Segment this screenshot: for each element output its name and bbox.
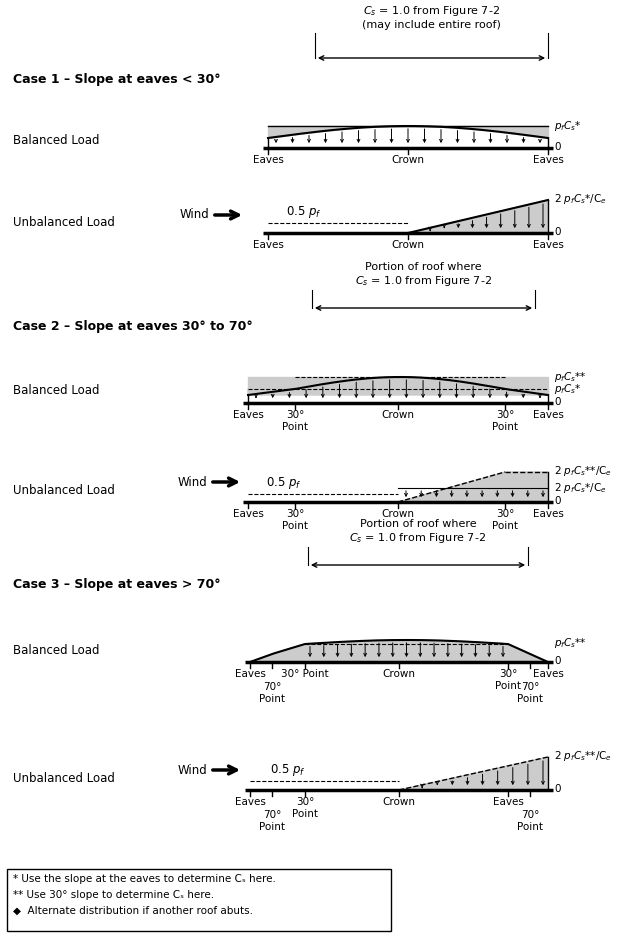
Text: Wind: Wind — [178, 475, 208, 488]
Text: Crown: Crown — [392, 155, 424, 165]
Text: * Use the slope at the eaves to determine Cₛ here.: * Use the slope at the eaves to determin… — [13, 874, 276, 884]
Text: 30°
Point: 30° Point — [282, 410, 308, 432]
Text: $p_f C_s$*: $p_f C_s$* — [554, 382, 582, 396]
Text: Eaves: Eaves — [532, 509, 563, 519]
Text: 30°
Point: 30° Point — [492, 509, 518, 531]
Text: 70°
Point: 70° Point — [259, 810, 285, 832]
Text: 2 $p_f C_s$*/C$_e$: 2 $p_f C_s$*/C$_e$ — [554, 481, 607, 495]
Text: Portion of roof where
$C_s$ = 1.0 from Figure 7-2
(may include entire roof): Portion of roof where $C_s$ = 1.0 from F… — [362, 0, 501, 30]
Text: Portion of roof where
$C_s$ = 1.0 from Figure 7-2: Portion of roof where $C_s$ = 1.0 from F… — [349, 519, 486, 545]
Text: Case 3 – Slope at eaves > 70°: Case 3 – Slope at eaves > 70° — [13, 578, 221, 591]
Text: 2 $p_f C_s$*/C$_e$: 2 $p_f C_s$*/C$_e$ — [554, 192, 607, 206]
Text: 0.5 $p_f$: 0.5 $p_f$ — [266, 475, 302, 491]
Text: ◆  Alternate distribution if another roof abuts.: ◆ Alternate distribution if another roof… — [13, 906, 253, 916]
Text: Eaves: Eaves — [232, 410, 264, 420]
Text: 30°
Point: 30° Point — [492, 410, 518, 432]
Text: Wind: Wind — [180, 208, 210, 222]
Text: 0: 0 — [554, 397, 561, 407]
Text: 0: 0 — [554, 142, 561, 152]
Text: 70°
Point: 70° Point — [259, 682, 285, 703]
Text: Eaves: Eaves — [532, 240, 563, 250]
Text: 0: 0 — [554, 656, 561, 666]
Polygon shape — [408, 200, 548, 233]
Text: Eaves: Eaves — [253, 155, 284, 165]
Text: Eaves: Eaves — [253, 240, 284, 250]
Text: Eaves: Eaves — [532, 155, 563, 165]
Text: Crown: Crown — [381, 410, 415, 420]
Text: 0: 0 — [554, 784, 561, 794]
Polygon shape — [250, 640, 548, 662]
Text: Eaves: Eaves — [235, 797, 266, 807]
Text: Wind: Wind — [178, 764, 208, 776]
Text: Eaves: Eaves — [232, 509, 264, 519]
Text: 2 $p_f C_s$**/C$_e$: 2 $p_f C_s$**/C$_e$ — [554, 749, 612, 763]
Text: 30°
Point: 30° Point — [292, 797, 318, 819]
Text: Eaves: Eaves — [532, 410, 563, 420]
Text: ** Use 30° slope to determine Cₛ here.: ** Use 30° slope to determine Cₛ here. — [13, 890, 214, 900]
Text: Unbalanced Load: Unbalanced Load — [13, 771, 115, 785]
Text: 2 $p_f C_s$**/C$_e$: 2 $p_f C_s$**/C$_e$ — [554, 464, 612, 478]
Text: Balanced Load: Balanced Load — [13, 643, 99, 656]
Text: $p_f C_s$**: $p_f C_s$** — [554, 636, 587, 650]
Text: 30°
Point: 30° Point — [495, 669, 521, 690]
Text: Eaves: Eaves — [532, 669, 563, 679]
Text: $p_f C_s$*: $p_f C_s$* — [554, 119, 582, 133]
Text: 70°
Point: 70° Point — [517, 810, 543, 832]
Text: Crown: Crown — [392, 240, 424, 250]
Text: Crown: Crown — [383, 797, 415, 807]
Text: Unbalanced Load: Unbalanced Load — [13, 484, 115, 497]
Text: Crown: Crown — [381, 509, 415, 519]
Text: 0.5 $p_f$: 0.5 $p_f$ — [286, 204, 322, 220]
Text: Eaves: Eaves — [493, 797, 524, 807]
Text: Eaves: Eaves — [235, 669, 266, 679]
Text: 0: 0 — [554, 496, 561, 506]
Text: Portion of roof where
$C_s$ = 1.0 from Figure 7-2: Portion of roof where $C_s$ = 1.0 from F… — [355, 262, 492, 288]
Text: 0.5 $p_f$: 0.5 $p_f$ — [270, 762, 306, 778]
Text: 70°
Point: 70° Point — [517, 682, 543, 703]
Text: Case 1 – Slope at eaves < 30°: Case 1 – Slope at eaves < 30° — [13, 73, 221, 86]
Text: Case 2 – Slope at eaves 30° to 70°: Case 2 – Slope at eaves 30° to 70° — [13, 320, 253, 333]
Polygon shape — [398, 472, 548, 502]
Polygon shape — [248, 377, 548, 395]
Text: 0: 0 — [554, 227, 561, 237]
Text: Balanced Load: Balanced Load — [13, 134, 99, 146]
Text: Balanced Load: Balanced Load — [13, 385, 99, 398]
Text: Crown: Crown — [383, 669, 415, 679]
FancyBboxPatch shape — [7, 869, 391, 931]
Text: 30°
Point: 30° Point — [282, 509, 308, 531]
Text: 30° Point: 30° Point — [281, 669, 329, 679]
Text: Unbalanced Load: Unbalanced Load — [13, 217, 115, 229]
Polygon shape — [399, 757, 548, 790]
Text: $p_f C_s$**: $p_f C_s$** — [554, 370, 587, 384]
